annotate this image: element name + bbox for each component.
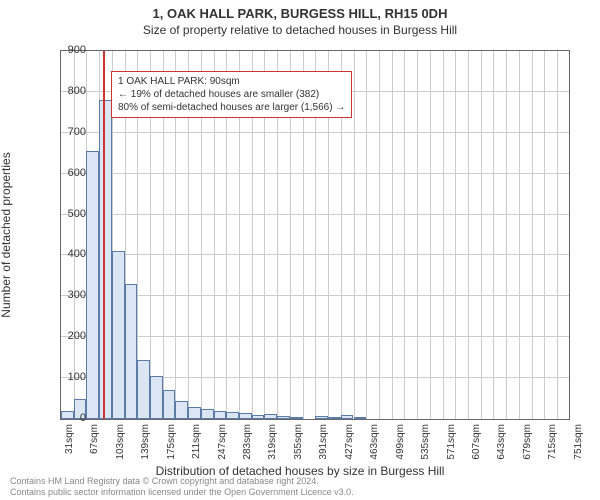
info-line-1: 1 OAK HALL PARK: 90sqm bbox=[118, 75, 345, 88]
gridline-v bbox=[366, 51, 367, 419]
y-tick-label: 400 bbox=[56, 248, 86, 260]
x-tick-label: 355sqm bbox=[293, 424, 304, 460]
histogram-bar bbox=[277, 416, 290, 419]
gridline-v bbox=[443, 51, 444, 419]
y-tick-label: 300 bbox=[56, 289, 86, 301]
info-box: 1 OAK HALL PARK: 90sqm ← 19% of detached… bbox=[111, 71, 352, 118]
histogram-bar bbox=[137, 360, 150, 419]
y-tick-label: 900 bbox=[56, 44, 86, 56]
y-tick-label: 800 bbox=[56, 85, 86, 97]
histogram-bar bbox=[341, 415, 354, 419]
x-tick-label: 247sqm bbox=[217, 424, 228, 460]
histogram-bar bbox=[290, 417, 303, 419]
histogram-bar bbox=[163, 390, 176, 419]
x-tick-label: 751sqm bbox=[573, 424, 584, 460]
x-tick-label: 67sqm bbox=[89, 424, 100, 454]
gridline-v bbox=[544, 51, 545, 419]
histogram-bar bbox=[226, 412, 239, 419]
x-tick-label: 427sqm bbox=[344, 424, 355, 460]
info-line-2: ← 19% of detached houses are smaller (38… bbox=[118, 88, 345, 101]
gridline-v bbox=[493, 51, 494, 419]
chart-container: 1, OAK HALL PARK, BURGESS HILL, RH15 0DH… bbox=[0, 0, 600, 500]
x-tick-label: 319sqm bbox=[267, 424, 278, 460]
histogram-bar bbox=[354, 417, 367, 419]
footnote-line-2: Contains public sector information licen… bbox=[10, 487, 354, 497]
x-tick-label: 175sqm bbox=[166, 424, 177, 460]
x-tick-label: 463sqm bbox=[369, 424, 380, 460]
gridline-v bbox=[354, 51, 355, 419]
gridline-v bbox=[532, 51, 533, 419]
chart-title: 1, OAK HALL PARK, BURGESS HILL, RH15 0DH bbox=[0, 0, 600, 23]
y-tick-label: 700 bbox=[56, 126, 86, 138]
y-tick-label: 600 bbox=[56, 167, 86, 179]
x-tick-label: 283sqm bbox=[242, 424, 253, 460]
y-tick-label: 200 bbox=[56, 330, 86, 342]
x-tick-label: 499sqm bbox=[395, 424, 406, 460]
histogram-bar bbox=[86, 151, 99, 419]
info-line-3: 80% of semi-detached houses are larger (… bbox=[118, 101, 345, 114]
histogram-bar bbox=[99, 100, 112, 419]
histogram-bar bbox=[125, 284, 138, 419]
footnote-line-1: Contains HM Land Registry data © Crown c… bbox=[10, 476, 319, 486]
x-tick-label: 643sqm bbox=[496, 424, 507, 460]
gridline-v bbox=[468, 51, 469, 419]
x-tick-label: 211sqm bbox=[191, 424, 202, 459]
x-tick-label: 571sqm bbox=[446, 424, 457, 460]
histogram-bar bbox=[239, 413, 252, 419]
marker-line bbox=[103, 51, 105, 419]
x-tick-label: 679sqm bbox=[522, 424, 533, 460]
x-tick-label: 715sqm bbox=[547, 424, 558, 460]
gridline-v bbox=[455, 51, 456, 419]
gridline-v bbox=[557, 51, 558, 419]
histogram-bar bbox=[188, 407, 201, 419]
y-tick-label: 0 bbox=[56, 412, 86, 424]
histogram-bar bbox=[214, 411, 227, 419]
gridline-v bbox=[392, 51, 393, 419]
histogram-bar bbox=[201, 409, 214, 419]
x-tick-label: 31sqm bbox=[64, 424, 75, 454]
gridline-v bbox=[481, 51, 482, 419]
gridline-v bbox=[430, 51, 431, 419]
y-tick-label: 100 bbox=[56, 371, 86, 383]
x-tick-label: 607sqm bbox=[471, 424, 482, 460]
gridline-v bbox=[74, 51, 75, 419]
x-tick-label: 391sqm bbox=[318, 424, 329, 460]
x-tick-label: 535sqm bbox=[420, 424, 431, 460]
footnote: Contains HM Land Registry data © Crown c… bbox=[10, 476, 590, 498]
histogram-bar bbox=[328, 417, 341, 419]
histogram-bar bbox=[315, 416, 328, 419]
gridline-v bbox=[417, 51, 418, 419]
gridline-v bbox=[379, 51, 380, 419]
histogram-bar bbox=[252, 415, 265, 419]
histogram-bar bbox=[175, 401, 188, 419]
histogram-bar bbox=[112, 251, 125, 419]
histogram-bar bbox=[150, 376, 163, 419]
gridline-v bbox=[404, 51, 405, 419]
gridline-v bbox=[506, 51, 507, 419]
plot-area: 1 OAK HALL PARK: 90sqm ← 19% of detached… bbox=[60, 50, 570, 420]
chart-subtitle: Size of property relative to detached ho… bbox=[0, 23, 600, 39]
y-axis-label: Number of detached properties bbox=[0, 152, 13, 317]
x-tick-label: 103sqm bbox=[115, 424, 126, 460]
y-tick-label: 500 bbox=[56, 208, 86, 220]
x-tick-label: 139sqm bbox=[140, 424, 151, 460]
histogram-bar bbox=[264, 414, 277, 419]
gridline-v bbox=[519, 51, 520, 419]
